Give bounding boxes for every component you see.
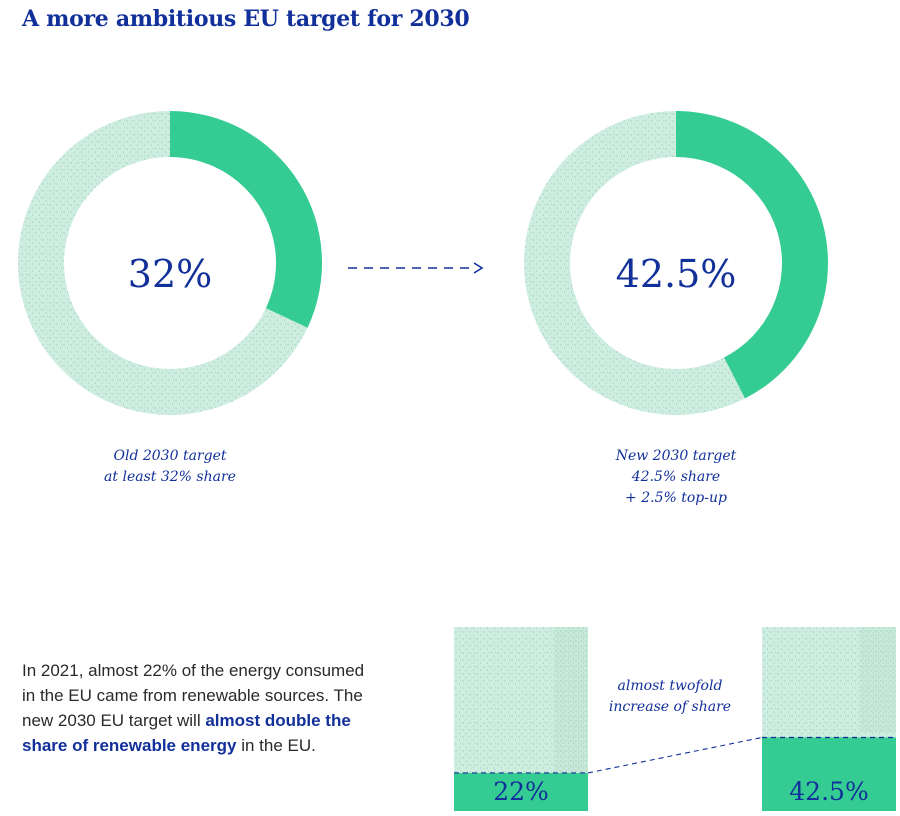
increase-annotation: almost twofold increase of share [600,676,740,718]
description-paragraph: In 2021, almost 22% of the energy consum… [22,658,382,758]
donut-old-center-label: 32% [128,252,212,296]
increase-connector-line [587,736,763,774]
donut-new-remainder-segment [524,111,746,416]
bar-2-value [762,737,896,811]
donut-new-caption-line: + 2.5% top-up [625,490,727,506]
description-text-end: in the EU. [236,736,316,755]
increase-annotation-line: increase of share [608,699,732,715]
donut-new-value-segment [676,111,828,399]
donut-new-caption: New 2030 target 42.5% share + 2.5% top-u… [566,446,786,509]
bar-1-value-label: 22% [493,777,549,806]
donut-old-value-segment [170,111,322,328]
donut-old-caption: Old 2030 target at least 32% share [60,446,280,488]
description-highlight: almost double the share of renewable ene… [22,711,351,755]
bar-1-value [454,772,588,811]
donut-chart-old-target: 32% [17,111,322,416]
donut-new-caption-line: New 2030 target [615,448,737,464]
bar-2-value-label: 42.5% [789,777,868,806]
donut-chart-new-target: 42.5% [524,111,828,416]
bar-1-shade [554,627,588,772]
donut-old-caption-line: at least 32% share [104,469,236,485]
donut-old-remainder-segment [17,111,308,416]
donut-old-caption-line: Old 2030 target [113,448,227,464]
increase-annotation-line: almost twofold [617,678,723,694]
bar-chart: 22% 42.5% [454,627,896,811]
description-text: In 2021, almost 22% of the energy consum… [22,661,365,730]
chart-title: A more ambitious EU target for 2030 [22,6,470,32]
donut-new-center-label: 42.5% [616,252,737,296]
bar-2-shade [860,627,896,732]
donut-new-caption-line: 42.5% share [631,469,721,485]
dashed-arrow [348,262,484,274]
